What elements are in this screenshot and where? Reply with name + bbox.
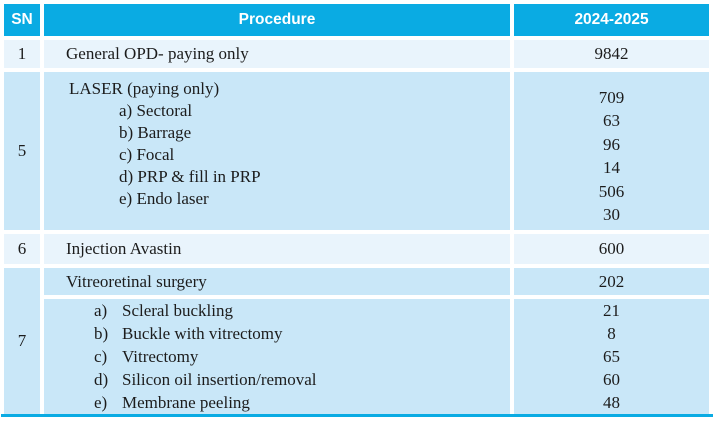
sub-item-label: c) <box>94 347 108 366</box>
procedure-sub-item: c) Focal <box>119 145 175 164</box>
table-row-5: 5 LASER (paying only) a) Sectoral b) Bar… <box>4 72 709 230</box>
value-cell: 21 8 65 60 48 <box>514 299 709 414</box>
value-line: 65 <box>603 347 620 366</box>
value-cell: 202 <box>514 268 709 295</box>
table-row-7-sub: a) Scleral buckling b) Buckle with vitre… <box>4 299 709 414</box>
sn-cell: 7 <box>4 268 40 414</box>
procedure-sub-item: b) Barrage <box>119 123 192 142</box>
sn-cell: 1 <box>4 40 40 68</box>
sub-item-text: Scleral buckling <box>122 301 233 320</box>
value-line: 30 <box>603 205 620 224</box>
value-line: 21 <box>603 301 620 320</box>
header-cell-sn: SN <box>4 4 40 36</box>
procedure-sub-item: a) Sectoral <box>119 101 193 120</box>
procedure-group: LASER (paying only) a) Sectoral b) Barra… <box>44 78 510 224</box>
sub-item-text: Membrane peeling <box>122 393 250 412</box>
sub-item-label: a) <box>94 301 108 320</box>
sn-cell: 6 <box>4 234 40 264</box>
value-cell: 709 63 96 14 506 30 <box>514 72 709 230</box>
procedure-sub-item: e) Endo laser <box>119 189 209 208</box>
value-line: 48 <box>603 393 620 412</box>
value-line: 60 <box>603 370 620 389</box>
procedure-sub-item: d) PRP & fill in PRP <box>119 167 261 186</box>
value-cell: 600 <box>514 234 709 264</box>
table-row-1: 1 General OPD- paying only 9842 <box>4 40 709 68</box>
value-line: 14 <box>603 158 620 177</box>
procedure-cell: Vitreoretinal surgery <box>44 268 510 295</box>
procedure-sub-item: a) Scleral buckling <box>44 299 510 322</box>
sub-item-label: d) <box>94 370 109 389</box>
value-cell: 9842 <box>514 40 709 68</box>
sub-item-text: Buckle with vitrectomy <box>122 324 283 343</box>
procedure-sub-item: d) Silicon oil insertion/removal <box>44 368 510 391</box>
procedure-cell: a) Scleral buckling b) Buckle with vitre… <box>44 299 510 414</box>
sub-item-label: e) <box>94 393 108 412</box>
table-bottom-border <box>1 414 713 417</box>
procedure-sub-list: a) Scleral buckling b) Buckle with vitre… <box>44 299 510 414</box>
procedure-cell: Injection Avastin <box>44 234 510 264</box>
value-line: 506 <box>598 181 625 201</box>
table-row-6: 6 Injection Avastin 600 <box>4 234 709 264</box>
value-line: 8 <box>607 324 616 343</box>
table-row-7-main: 7 Vitreoretinal surgery 202 <box>4 268 709 414</box>
procedure-sub-item: b) Buckle with vitrectomy <box>44 322 510 345</box>
value-stack: 21 8 65 60 48 <box>514 299 709 414</box>
value-line: 709 <box>598 87 625 107</box>
header-cell-year: 2024-2025 <box>514 4 709 36</box>
sn-cell: 5 <box>4 72 40 230</box>
procedure-sub-item: e) Membrane peeling <box>44 391 510 414</box>
procedure-cell: General OPD- paying only <box>44 40 510 68</box>
value-stack: 709 63 96 14 506 30 <box>514 76 709 227</box>
procedure-cell: LASER (paying only) a) Sectoral b) Barra… <box>44 72 510 230</box>
value-line: 63 <box>603 111 620 130</box>
sub-item-label: b) <box>94 324 109 343</box>
sub-item-text: Silicon oil insertion/removal <box>122 370 317 389</box>
value-line: 96 <box>603 134 620 154</box>
sub-item-text: Vitrectomy <box>122 347 199 366</box>
procedure-group-title: LASER (paying only) <box>69 79 220 98</box>
header-row: SN Procedure 2024-2025 <box>4 4 709 36</box>
header-cell-procedure: Procedure <box>44 4 510 36</box>
procedure-sub-item: c) Vitrectomy <box>44 345 510 368</box>
